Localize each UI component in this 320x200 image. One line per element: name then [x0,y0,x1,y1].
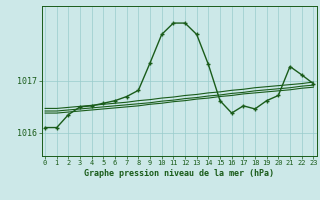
X-axis label: Graphe pression niveau de la mer (hPa): Graphe pression niveau de la mer (hPa) [84,169,274,178]
